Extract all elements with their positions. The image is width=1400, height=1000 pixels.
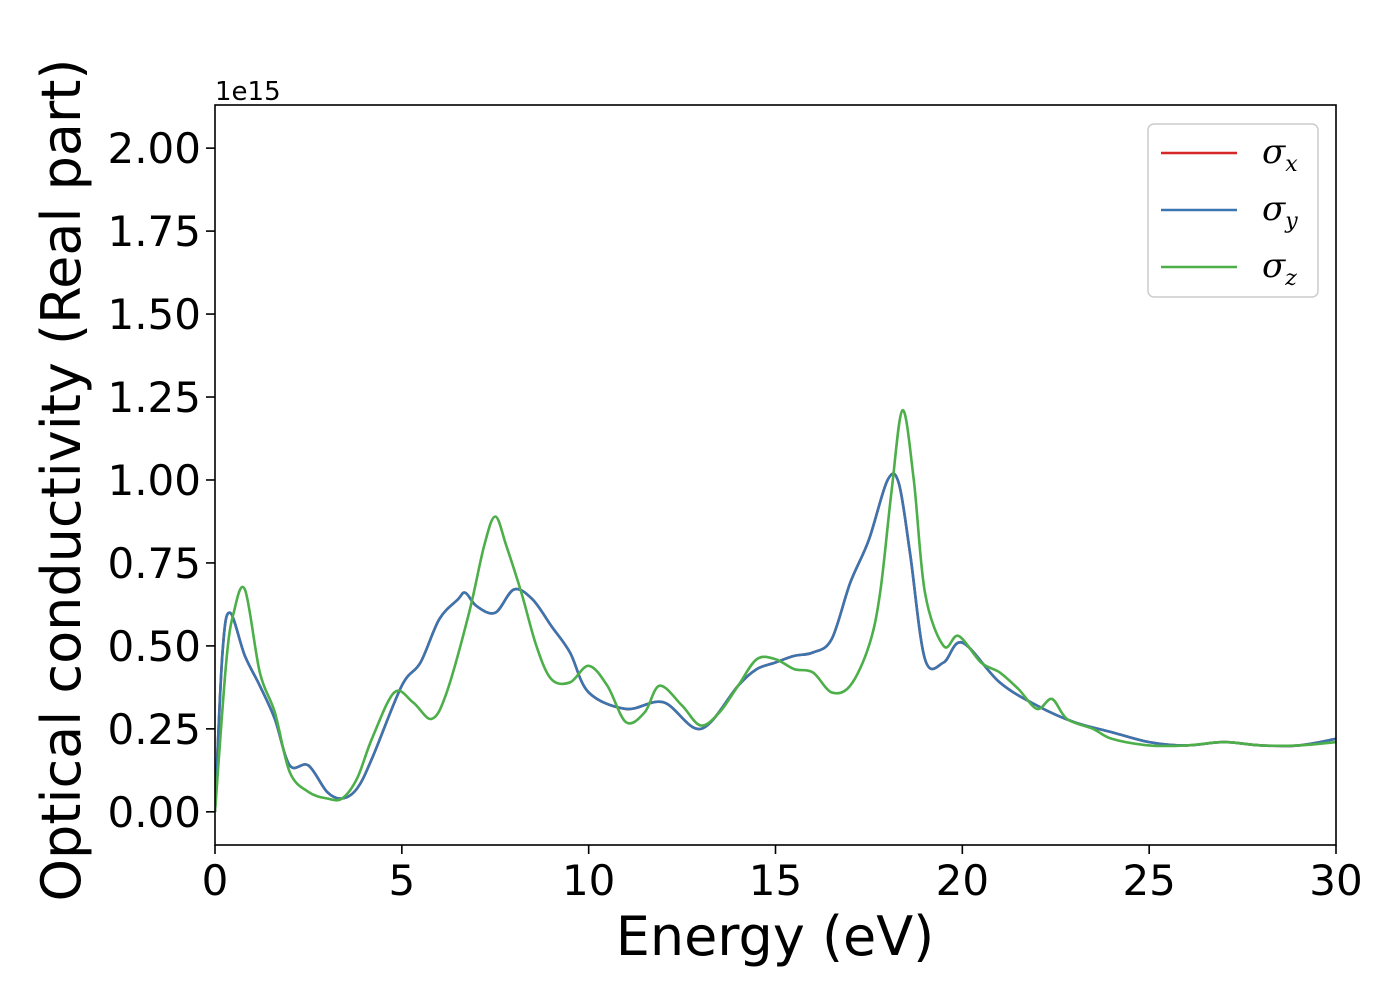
y-tick-label: 1.75 bbox=[107, 207, 201, 256]
x-tick-label: 0 bbox=[202, 856, 229, 905]
legend: σx σy σz bbox=[1147, 123, 1319, 298]
x-axis-ticks: 0 5 10 15 20 25 30 bbox=[202, 845, 1363, 905]
legend-label: σy bbox=[1262, 189, 1298, 234]
x-tick-label: 30 bbox=[1309, 856, 1362, 905]
series-line-z bbox=[215, 408, 1336, 812]
legend-item-x: σx bbox=[1161, 132, 1298, 177]
y-axis-label: Optical conductivity (Real part) bbox=[30, 59, 93, 902]
series-line-y bbox=[215, 472, 1336, 812]
legend-item-z: σz bbox=[1161, 246, 1297, 291]
y-tick-label: 1.00 bbox=[107, 456, 201, 505]
x-axis-label: Energy (eV) bbox=[616, 905, 935, 968]
y-tick-label: 0.75 bbox=[107, 539, 201, 588]
y-tick-label: 1.50 bbox=[107, 290, 201, 339]
y-tick-label: 0.00 bbox=[107, 788, 201, 837]
y-tick-label: 1.25 bbox=[107, 373, 201, 422]
y-tick-label: 2.00 bbox=[107, 124, 201, 173]
legend-label: σz bbox=[1262, 246, 1297, 291]
legend-item-y: σy bbox=[1161, 189, 1298, 234]
x-tick-label: 15 bbox=[749, 856, 802, 905]
y-offset-label: 1e15 bbox=[215, 77, 281, 107]
x-tick-label: 10 bbox=[562, 856, 615, 905]
x-tick-label: 5 bbox=[388, 856, 415, 905]
y-tick-label: 0.25 bbox=[107, 705, 201, 754]
plot-lines bbox=[215, 408, 1336, 812]
series-line-x bbox=[215, 472, 1336, 812]
x-tick-label: 25 bbox=[1122, 856, 1175, 905]
y-tick-label: 0.50 bbox=[107, 622, 201, 671]
legend-label: σx bbox=[1262, 132, 1298, 177]
y-axis-ticks: 0.00 0.25 0.50 0.75 1.00 1.25 1.50 1.75 2.00 bbox=[107, 124, 215, 837]
x-tick-label: 20 bbox=[936, 856, 989, 905]
